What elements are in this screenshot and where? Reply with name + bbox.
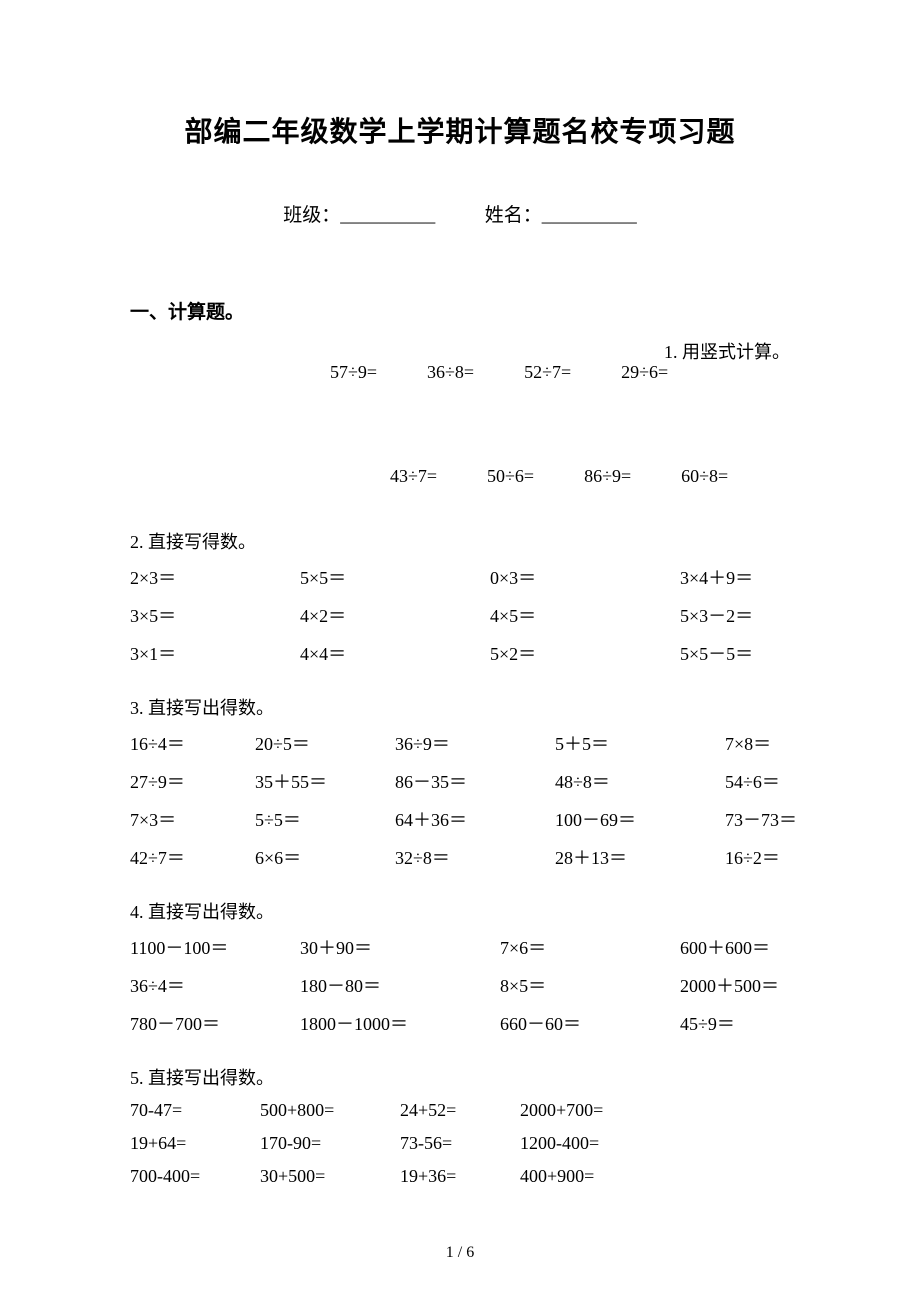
question-5-label: 5. 直接写出得数。 [130, 1064, 790, 1090]
expression: 16÷4＝ [130, 730, 255, 756]
expression: 5×5－5＝ [680, 640, 790, 666]
student-info-line: 班级：__________ 姓名：__________ [130, 200, 790, 227]
question-1-row-1: 57÷9= 36÷8= 52÷7= 29÷6= [330, 362, 790, 383]
expression: 73－73＝ [725, 806, 797, 832]
expression: 5×2＝ [490, 640, 680, 666]
expression: 64＋36＝ [395, 806, 555, 832]
expression: 500+800= [260, 1100, 400, 1121]
expression: 24+52= [400, 1100, 520, 1121]
question-1-label: 1. 用竖式计算。 [664, 338, 790, 364]
expression: 48÷8＝ [555, 768, 725, 794]
expression: 36÷9＝ [395, 730, 555, 756]
expression: 4×5＝ [490, 602, 680, 628]
expression: 7×6＝ [500, 934, 680, 960]
expression: 100－69＝ [555, 806, 725, 832]
expression: 19+36= [400, 1166, 520, 1187]
document-title: 部编二年级数学上学期计算题名校专项习题 [130, 110, 790, 150]
question-1-row-2: 43÷7= 50÷6= 86÷9= 60÷8= [390, 466, 790, 487]
expression: 52÷7= [524, 362, 571, 383]
expression: 43÷7= [390, 466, 437, 487]
expression: 36÷4＝ [130, 972, 300, 998]
name-blank: __________ [542, 205, 637, 226]
question-4-grid: 1100－100＝ 30＋90＝ 7×6＝ 600＋600＝ 36÷4＝ 180… [130, 934, 790, 1036]
expression: 32÷8＝ [395, 844, 555, 870]
expression: 19+64= [130, 1133, 260, 1154]
expression: 180－80＝ [300, 972, 500, 998]
expression: 7×8＝ [725, 730, 797, 756]
expression: 2000+700= [520, 1100, 790, 1121]
page: 部编二年级数学上学期计算题名校专项习题 班级：__________ 姓名：___… [0, 0, 920, 1302]
expression: 28＋13＝ [555, 844, 725, 870]
expression: 8×5＝ [500, 972, 680, 998]
expression: 1800－1000＝ [300, 1010, 500, 1036]
expression: 3×4＋9＝ [680, 564, 790, 590]
expression: 780－700＝ [130, 1010, 300, 1036]
expression: 50÷6= [487, 466, 534, 487]
question-2-grid: 2×3＝ 5×5＝ 0×3＝ 3×4＋9＝ 3×5＝ 4×2＝ 4×5＝ 5×3… [130, 564, 790, 666]
expression: 4×2＝ [300, 602, 490, 628]
question-3-label: 3. 直接写出得数。 [130, 694, 790, 720]
expression: 73-56= [400, 1133, 520, 1154]
expression: 45÷9＝ [680, 1010, 790, 1036]
expression: 700-400= [130, 1166, 260, 1187]
expression: 29÷6= [621, 362, 668, 383]
expression: 86÷9= [584, 466, 631, 487]
question-2-label: 2. 直接写得数。 [130, 528, 790, 554]
expression: 170-90= [260, 1133, 400, 1154]
expression: 30＋90＝ [300, 934, 500, 960]
expression: 60÷8= [681, 466, 728, 487]
expression: 42÷7＝ [130, 844, 255, 870]
question-3-grid: 16÷4＝ 20÷5＝ 36÷9＝ 5＋5＝ 7×8＝ 27÷9＝ 35＋55＝… [130, 730, 790, 870]
class-label: 班级： [283, 205, 340, 226]
question-5-grid: 70-47= 500+800= 24+52= 2000+700= 19+64= … [130, 1100, 790, 1187]
expression: 2×3＝ [130, 564, 300, 590]
expression: 35＋55＝ [255, 768, 395, 794]
expression: 20÷5＝ [255, 730, 395, 756]
expression: 660－60＝ [500, 1010, 680, 1036]
expression: 0×3＝ [490, 564, 680, 590]
expression: 3×5＝ [130, 602, 300, 628]
section-heading: 一、计算题。 [130, 297, 790, 324]
expression: 7×3＝ [130, 806, 255, 832]
expression: 70-47= [130, 1100, 260, 1121]
expression: 27÷9＝ [130, 768, 255, 794]
expression: 400+900= [520, 1166, 790, 1187]
expression: 1200-400= [520, 1133, 790, 1154]
expression: 5×5＝ [300, 564, 490, 590]
page-number: 1 / 6 [0, 1244, 920, 1262]
expression: 3×1＝ [130, 640, 300, 666]
expression: 16÷2＝ [725, 844, 797, 870]
expression: 30+500= [260, 1166, 400, 1187]
expression: 4×4＝ [300, 640, 490, 666]
expression: 5＋5＝ [555, 730, 725, 756]
expression: 600＋600＝ [680, 934, 790, 960]
expression: 36÷8= [427, 362, 474, 383]
expression: 2000＋500＝ [680, 972, 790, 998]
expression: 5×3－2＝ [680, 602, 790, 628]
expression: 5÷5＝ [255, 806, 395, 832]
question-4-label: 4. 直接写出得数。 [130, 898, 790, 924]
expression: 54÷6＝ [725, 768, 797, 794]
class-blank: __________ [340, 205, 435, 226]
expression: 6×6＝ [255, 844, 395, 870]
expression: 57÷9= [330, 362, 377, 383]
expression: 86－35＝ [395, 768, 555, 794]
name-label: 姓名： [485, 205, 542, 226]
expression: 1100－100＝ [130, 934, 300, 960]
question-1: 1. 用竖式计算。 57÷9= 36÷8= 52÷7= 29÷6= 43÷7= … [130, 338, 790, 508]
